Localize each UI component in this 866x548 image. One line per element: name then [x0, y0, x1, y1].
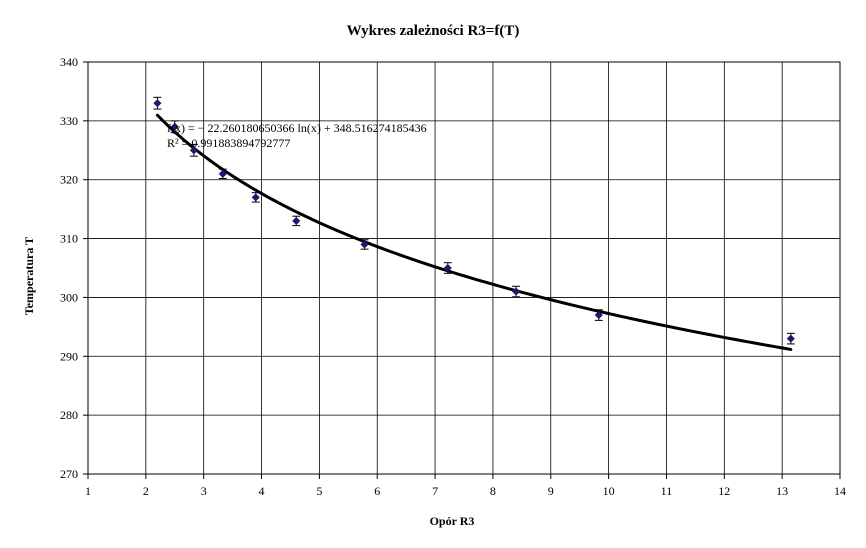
x-tick-label: 13 [776, 484, 788, 498]
y-tick-label: 320 [60, 173, 78, 187]
diamond-marker [153, 99, 162, 108]
y-axis-label: Temperatura T [22, 237, 36, 315]
x-tick-label: 10 [603, 484, 615, 498]
x-tick-label: 9 [548, 484, 554, 498]
x-tick-label: 7 [432, 484, 438, 498]
x-tick-label: 3 [201, 484, 207, 498]
chart-title: Wykres zależności R3=f(T) [347, 23, 520, 39]
diamond-marker [251, 193, 260, 202]
trendline-group [155, 113, 793, 351]
data-point [443, 262, 452, 274]
diamond-marker [360, 240, 369, 249]
plot-area [87, 61, 841, 475]
diamond-marker [443, 263, 452, 273]
x-tick-label: 1 [85, 484, 91, 498]
data-point [511, 285, 521, 298]
x-tick-label: 6 [374, 484, 380, 498]
x-tick-label: 12 [718, 484, 730, 498]
diamond-marker [218, 169, 227, 178]
y-axis-ticks: 270 280 290 300 310 320 330 340 [60, 55, 88, 481]
trendline [155, 113, 793, 351]
y-tick-label: 310 [60, 232, 78, 246]
diamond-marker [170, 122, 179, 131]
data-point [594, 309, 603, 321]
x-axis-label: Opór R3 [430, 514, 475, 528]
x-tick-label: 14 [834, 484, 846, 498]
data-point [360, 239, 369, 250]
diamond-marker [511, 287, 521, 296]
diamond-marker [292, 216, 301, 226]
trendline-r-squared: R² = 0.991883894792777 [167, 136, 290, 150]
diamond-marker [594, 310, 603, 320]
data-point [189, 143, 199, 157]
y-tick-label: 330 [60, 114, 78, 128]
y-tick-label: 300 [60, 290, 78, 304]
grid-lines [88, 62, 840, 474]
data-points [153, 96, 795, 345]
trendline-equation: f(x) = − 22.260180650366 ln(x) + 348.516… [167, 121, 427, 135]
y-tick-label: 280 [60, 408, 78, 422]
x-axis-ticks: 1 2 3 4 5 6 7 8 9 10 11 12 13 14 [85, 474, 846, 498]
x-tick-label: 4 [259, 484, 265, 498]
x-tick-label: 11 [661, 484, 673, 498]
diamond-marker [786, 334, 795, 343]
data-point [153, 96, 162, 110]
data-point [786, 332, 795, 345]
data-point [292, 215, 301, 227]
y-tick-label: 290 [60, 349, 78, 363]
y-tick-label: 340 [60, 55, 78, 69]
x-tick-label: 2 [143, 484, 149, 498]
data-point [170, 120, 179, 134]
data-point [218, 168, 227, 180]
y-tick-label: 270 [60, 467, 78, 481]
x-tick-label: 8 [490, 484, 496, 498]
data-point [251, 192, 260, 203]
x-tick-label: 5 [316, 484, 322, 498]
diamond-marker [189, 146, 199, 155]
